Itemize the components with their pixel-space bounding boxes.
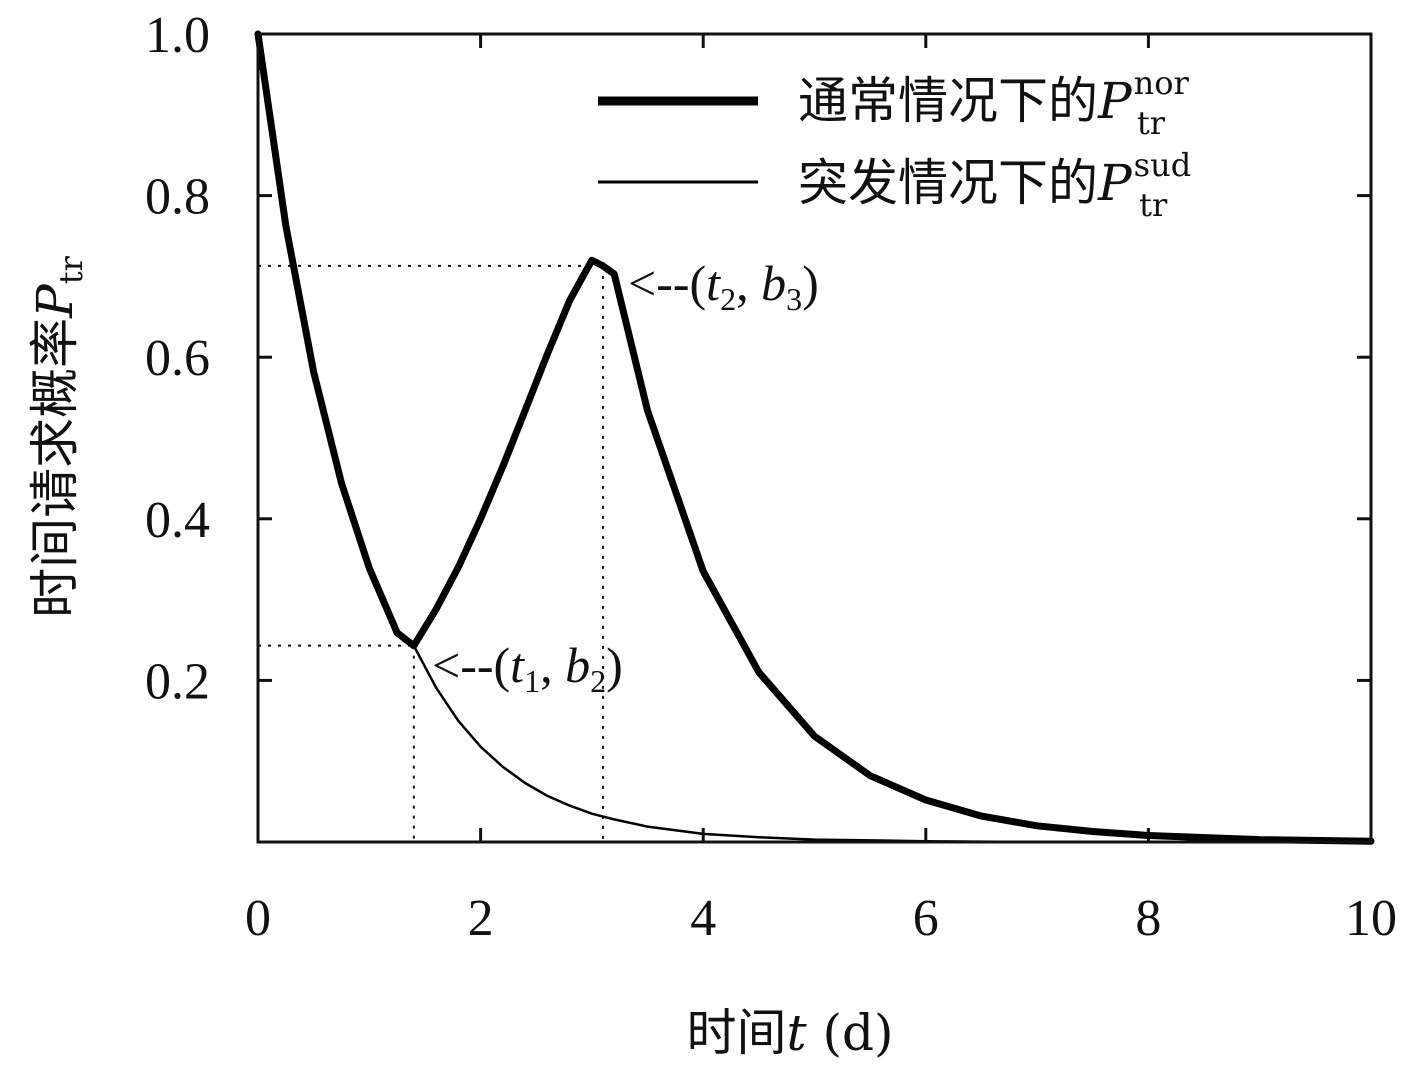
- y-tick-label: 1.0: [145, 7, 210, 64]
- y-tick-label: 0.4: [145, 492, 210, 549]
- guide-lines: [258, 264, 605, 842]
- x-tick-label: 0: [245, 890, 271, 947]
- annotation-t1-b2: <--(t1, b2): [432, 637, 623, 699]
- y-tick-label: 0.8: [145, 169, 210, 226]
- y-tick-label: 0.6: [145, 330, 210, 387]
- y-tick-label: 0.2: [145, 653, 210, 710]
- legend-label-sudden: 突发情况下的Psud tr: [798, 146, 1191, 224]
- x-tick-label: 10: [1345, 890, 1397, 947]
- legend: 通常情况下的Pnor tr 突发情况下的Psud tr: [598, 64, 1191, 224]
- x-tick-label: 8: [1135, 890, 1161, 947]
- plot-frame: [256, 32, 1373, 844]
- annotation-t2-b3: <--(t2, b3): [628, 255, 819, 317]
- x-tick-label: 2: [468, 890, 494, 947]
- y-axis-title: 时间请求概率Ptr: [26, 255, 90, 618]
- tick-labels: 0 2 4 6 8 10 0.2 0.4 0.6 0.8 1.0: [145, 7, 1397, 947]
- x-tick-label: 6: [913, 890, 939, 947]
- legend-label-normal: 通常情况下的Pnor tr: [798, 64, 1190, 142]
- x-tick-label: 4: [690, 890, 716, 947]
- x-axis-title: 时间t (d): [686, 1004, 893, 1062]
